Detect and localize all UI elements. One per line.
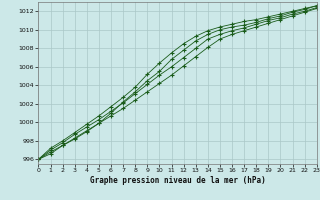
X-axis label: Graphe pression niveau de la mer (hPa): Graphe pression niveau de la mer (hPa) xyxy=(90,176,266,185)
